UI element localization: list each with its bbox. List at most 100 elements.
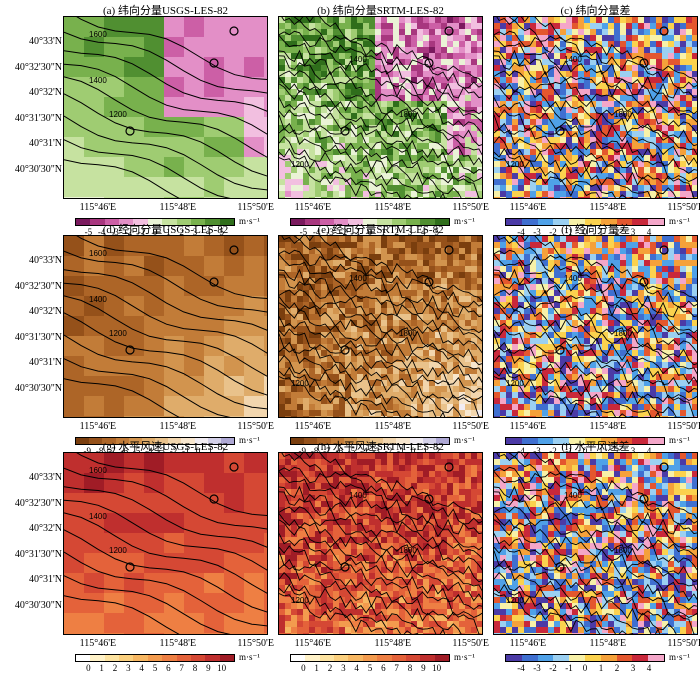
- colorbar-swatch: [305, 655, 319, 661]
- colorbar-swatch: [105, 655, 119, 661]
- colorbar-tick: 0: [583, 663, 588, 673]
- x-tick-label: 115°48'E: [590, 421, 627, 432]
- contour-label: 1800: [399, 110, 417, 119]
- colorbar-swatch: [392, 655, 406, 661]
- x-tick-label: 115°48'E: [375, 202, 412, 213]
- contour-label: 1200: [109, 546, 127, 555]
- colorbar: [290, 654, 450, 662]
- x-tick-label: 115°50'E: [452, 421, 489, 432]
- colorbar-unit: m·s⁻¹: [669, 652, 690, 663]
- colorbar-unit: m·s⁻¹: [239, 216, 260, 227]
- contour-label: 1400: [89, 512, 107, 521]
- colorbar-tick: 2: [328, 663, 333, 673]
- contour-label: 1800: [399, 546, 417, 555]
- colorbar-tick: 8: [193, 663, 198, 673]
- colorbar-swatch: [632, 655, 648, 661]
- colorbar-tick: 0: [86, 663, 91, 673]
- x-tick-label: 115°48'E: [160, 638, 197, 649]
- contour-label: 1200: [506, 596, 524, 605]
- colorbar-swatch: [119, 655, 133, 661]
- x-tick-label: 115°46'E: [510, 638, 547, 649]
- colorbar-unit: m·s⁻¹: [239, 435, 260, 446]
- colorbar-swatch: [304, 438, 317, 444]
- contour-label: 1400: [349, 274, 367, 283]
- colorbar-tick: -3: [533, 663, 541, 673]
- colorbar-tick: 9: [421, 663, 426, 673]
- colorbar-swatch: [569, 655, 585, 661]
- colorbar-swatch: [617, 655, 633, 661]
- contour-label: 1600: [89, 30, 107, 39]
- colorbar-swatch: [363, 655, 377, 661]
- colorbar-swatch: [191, 655, 205, 661]
- y-tick-label: 40°31'N: [0, 138, 62, 149]
- x-tick-label: 115°46'E: [295, 638, 332, 649]
- contour-label: 1200: [506, 160, 524, 169]
- colorbar-tick: 0: [301, 663, 306, 673]
- colorbar-tick: 4: [354, 663, 359, 673]
- colorbar-swatch: [89, 438, 102, 444]
- contour-label: 1800: [614, 329, 632, 338]
- colorbar-tick: -4: [517, 663, 525, 673]
- y-tick-label: 40°32'N: [0, 306, 62, 317]
- y-tick-label: 40°32'N: [0, 87, 62, 98]
- colorbar-swatch: [177, 655, 191, 661]
- colorbar-swatch: [632, 438, 648, 444]
- colorbar-tick: 10: [217, 663, 226, 673]
- colorbar-swatch: [205, 655, 219, 661]
- colorbar-unit: m·s⁻¹: [669, 216, 690, 227]
- colorbar-tick: 6: [166, 663, 171, 673]
- colorbar-tick: 1: [314, 663, 319, 673]
- colorbar-swatch: [506, 655, 522, 661]
- x-tick-label: 115°50'E: [667, 421, 700, 432]
- x-tick-label: 115°46'E: [80, 421, 117, 432]
- colorbar-swatch: [162, 655, 176, 661]
- colorbar-tick: 3: [631, 663, 636, 673]
- contour-label: 1400: [349, 491, 367, 500]
- colorbar-swatch: [632, 219, 648, 225]
- colorbar: [75, 654, 235, 662]
- colorbar-swatch: [585, 655, 601, 661]
- x-tick-label: 115°46'E: [295, 202, 332, 213]
- x-tick-label: 115°46'E: [295, 421, 332, 432]
- colorbar-swatch: [522, 655, 538, 661]
- colorbar-swatch: [522, 219, 538, 225]
- colorbar-tick: 6: [381, 663, 386, 673]
- colorbar-swatch: [76, 219, 90, 225]
- x-tick-label: 115°46'E: [80, 638, 117, 649]
- colorbar-swatch: [522, 438, 538, 444]
- colorbar-unit: m·s⁻¹: [454, 652, 475, 663]
- colorbar-swatch: [648, 655, 664, 661]
- colorbar-swatch: [220, 655, 234, 661]
- colorbar-swatch: [348, 655, 362, 661]
- x-tick-label: 115°50'E: [237, 638, 274, 649]
- colorbar-swatch: [601, 655, 617, 661]
- colorbar-tick: -1: [565, 663, 573, 673]
- contour-label: 1800: [614, 546, 632, 555]
- x-tick-label: 115°50'E: [452, 638, 489, 649]
- colorbar-swatch: [334, 655, 348, 661]
- colorbar-unit: m·s⁻¹: [454, 435, 475, 446]
- colorbar-swatch: [406, 655, 420, 661]
- colorbar-swatch: [538, 219, 554, 225]
- y-tick-label: 40°31'30"N: [0, 549, 62, 560]
- x-tick-label: 115°48'E: [590, 638, 627, 649]
- x-tick-label: 115°48'E: [160, 421, 197, 432]
- y-tick-label: 40°31'30"N: [0, 332, 62, 343]
- colorbar-swatch: [133, 655, 147, 661]
- colorbar-swatch: [506, 219, 522, 225]
- contour-label: 1200: [109, 110, 127, 119]
